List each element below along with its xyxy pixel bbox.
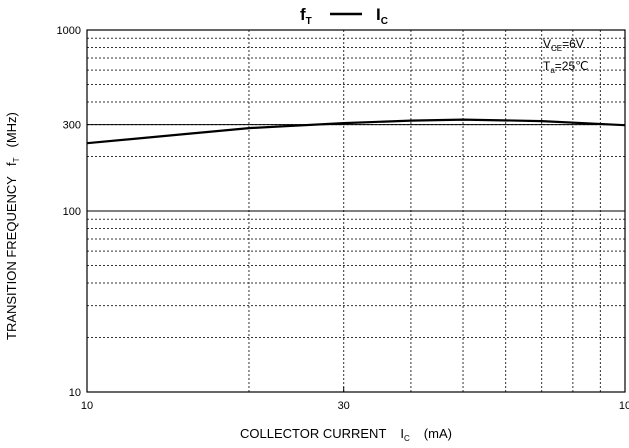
x-tick-label: 30	[338, 400, 350, 412]
x-tick-label: 10	[81, 400, 93, 412]
chart-title: fT	[300, 5, 312, 27]
x-axis-text: COLLECTOR CURRENT	[240, 426, 386, 441]
x-axis-unit: (mA)	[424, 426, 452, 441]
y-axis-subscript: T	[12, 157, 21, 162]
y-tick-label: 10	[69, 387, 81, 399]
data-line	[86, 118, 626, 145]
y-axis-unit: (MHz)	[4, 112, 19, 147]
annotation-symbol: T	[543, 59, 551, 73]
title-symbol: f	[300, 5, 306, 24]
x-tick-label: 10	[619, 400, 629, 412]
annotation: Ta=25℃	[543, 59, 589, 75]
annotation: VCE=6V	[543, 37, 584, 53]
x-axis-label: COLLECTOR CURRENT IC (mA)	[240, 426, 452, 443]
y-axis-symbol: f	[4, 162, 19, 166]
title-subscript: T	[306, 16, 312, 27]
y-tick-label: 1000	[57, 25, 81, 37]
chart-title: IC	[376, 5, 388, 27]
y-axis-text: TRANSITION FREQUENCY	[4, 176, 19, 340]
annotation-symbol: V	[543, 37, 551, 51]
annotation-subscript: CE	[551, 44, 562, 53]
title-subscript: C	[381, 16, 388, 27]
y-axis-label: TRANSITION FREQUENCY fT (MHz)	[4, 112, 21, 340]
plot-frame	[86, 29, 626, 393]
x-axis-subscript: C	[404, 434, 410, 443]
y-tick-label: 300	[63, 120, 81, 132]
y-tick-label: 100	[63, 206, 81, 218]
x-axis-symbol: I	[400, 426, 404, 441]
title-symbol: I	[376, 5, 381, 24]
annotation-text: =25℃	[555, 59, 589, 73]
